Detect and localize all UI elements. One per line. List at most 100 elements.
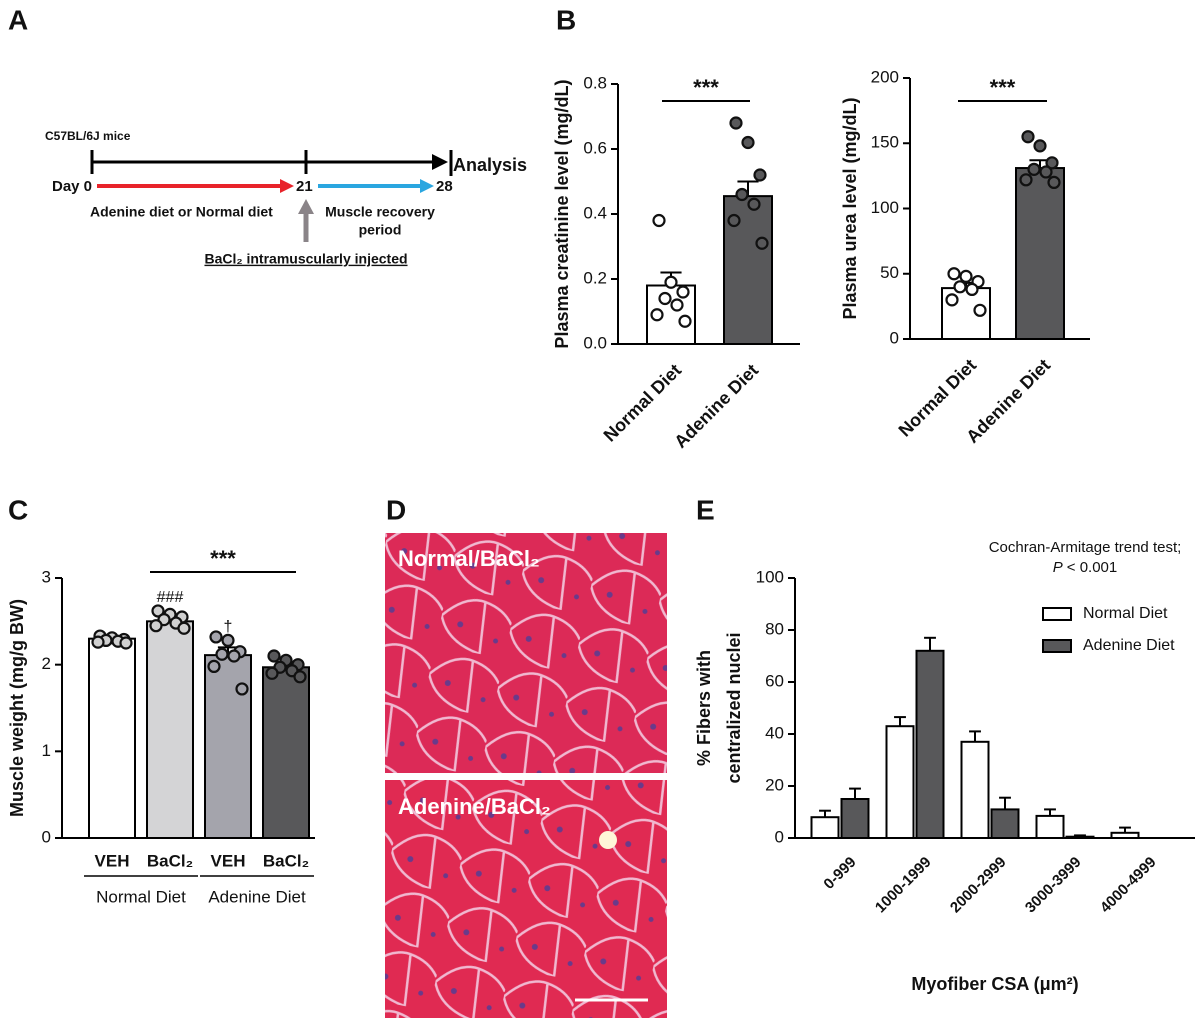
data-point bbox=[119, 636, 133, 650]
y-axis-label: centralized nuclei bbox=[724, 632, 744, 783]
bar bbox=[840, 798, 870, 839]
data-point bbox=[209, 630, 223, 644]
y-tick-label: 0 bbox=[890, 328, 899, 347]
arrowhead bbox=[432, 154, 448, 170]
data-point bbox=[729, 116, 743, 130]
image-detail bbox=[599, 831, 617, 849]
y-tick-label: 150 bbox=[871, 133, 899, 152]
group-label: Normal Diet bbox=[96, 887, 186, 906]
y-tick-label: 200 bbox=[871, 67, 899, 86]
annotation: Cochran-Armitage trend test; bbox=[989, 539, 1182, 556]
data-point bbox=[755, 236, 769, 250]
arrowhead bbox=[298, 199, 314, 214]
day-label: Day 0 bbox=[52, 178, 92, 195]
panel-labels: A B C D E bbox=[8, 4, 715, 525]
y-tick-label: 2 bbox=[42, 654, 51, 673]
annotation: P < 0.001 bbox=[1053, 559, 1117, 576]
panel-label: D bbox=[386, 494, 406, 525]
bar bbox=[262, 666, 310, 839]
annotation-p: P bbox=[1053, 559, 1063, 576]
data-point bbox=[959, 269, 973, 283]
y-tick-label: 0 bbox=[775, 827, 784, 846]
histology: Normal/BaCl₂ Adenine/BaCl₂ bbox=[385, 533, 667, 1018]
day-label: 21 bbox=[296, 178, 313, 195]
x-tick-label: VEH bbox=[211, 851, 246, 870]
bar bbox=[960, 740, 990, 839]
data-point bbox=[151, 604, 165, 618]
data-point bbox=[1045, 156, 1059, 170]
data-point bbox=[1047, 175, 1061, 189]
day-label: 28 bbox=[436, 178, 453, 195]
significance-label: *** bbox=[990, 75, 1016, 100]
timeline: C57BL/6J mice Analysis Day 0 21 28 Adeni… bbox=[45, 129, 527, 267]
end-label: Analysis bbox=[453, 155, 527, 175]
data-point bbox=[678, 314, 692, 328]
y-tick-label: 20 bbox=[765, 775, 784, 794]
legend-swatch bbox=[1042, 607, 1072, 621]
data-point bbox=[267, 649, 281, 663]
y-tick-label: 100 bbox=[756, 567, 784, 586]
panel-label: E bbox=[696, 494, 715, 525]
diet-label: Adenine diet or Normal diet bbox=[90, 204, 273, 220]
y-tick-label: 0.2 bbox=[583, 268, 607, 287]
data-point bbox=[676, 285, 690, 299]
y-tick-label: 100 bbox=[871, 198, 899, 217]
data-point bbox=[221, 633, 235, 648]
y-tick-label: 40 bbox=[765, 723, 784, 742]
error-bar bbox=[819, 809, 831, 818]
data-point bbox=[735, 187, 749, 202]
error-bar bbox=[1074, 834, 1086, 837]
x-tick-label: BaCl₂ bbox=[263, 851, 309, 870]
x-tick-label: VEH bbox=[95, 851, 130, 870]
data-point bbox=[650, 308, 664, 322]
data-point bbox=[227, 649, 241, 663]
error-bar bbox=[894, 716, 906, 727]
strain: C57BL/6J mice bbox=[45, 129, 131, 143]
data-point bbox=[1039, 165, 1053, 179]
error-bar bbox=[1044, 808, 1056, 816]
image-texture bbox=[385, 533, 667, 773]
legend-swatch bbox=[1042, 639, 1072, 653]
data-point bbox=[727, 213, 741, 228]
y-tick-label: 0.8 bbox=[583, 73, 607, 92]
data-point bbox=[753, 168, 767, 182]
data-point bbox=[149, 619, 163, 633]
y-axis-label: Muscle weight (mg/g BW) bbox=[7, 599, 27, 817]
bar bbox=[1110, 831, 1140, 839]
bar bbox=[204, 654, 252, 840]
y-tick-label: 80 bbox=[765, 619, 784, 638]
bar-label: ### bbox=[157, 589, 184, 606]
data-point bbox=[207, 659, 221, 674]
data-point bbox=[91, 635, 105, 649]
data-point bbox=[652, 213, 666, 228]
data-point bbox=[265, 666, 279, 680]
arrowhead bbox=[280, 179, 294, 193]
y-axis-label: Plasma creatinine level (mg/dL) bbox=[552, 79, 572, 348]
data-point bbox=[747, 197, 761, 211]
injection-label: BaCl₂ intramuscularly injected bbox=[204, 251, 407, 267]
error-bar bbox=[999, 796, 1011, 810]
x-tick-label: 1000-1999 bbox=[872, 854, 935, 917]
data-point bbox=[177, 621, 191, 635]
y-tick-label: 0.0 bbox=[583, 333, 607, 352]
y-axis-label: % Fibers with bbox=[694, 650, 714, 766]
y-tick-label: 3 bbox=[42, 567, 51, 586]
bar bbox=[990, 808, 1020, 840]
error-bar bbox=[924, 636, 936, 651]
data-point bbox=[965, 282, 979, 297]
bar bbox=[810, 816, 840, 840]
data-point bbox=[1019, 173, 1033, 187]
image-label: Normal/BaCl₂ bbox=[398, 546, 540, 571]
data-point bbox=[1021, 130, 1035, 144]
data-point bbox=[293, 670, 307, 684]
data-point bbox=[664, 275, 678, 289]
data-point bbox=[947, 267, 961, 281]
group-label: Adenine Diet bbox=[208, 887, 306, 906]
y-tick-label: 0 bbox=[42, 827, 51, 846]
data-point bbox=[741, 135, 755, 150]
arrowhead bbox=[420, 179, 434, 193]
x-tick-label: 0-999 bbox=[820, 854, 859, 893]
y-tick-label: 0.6 bbox=[583, 138, 607, 157]
x-tick-label: Normal Diet bbox=[600, 360, 686, 446]
